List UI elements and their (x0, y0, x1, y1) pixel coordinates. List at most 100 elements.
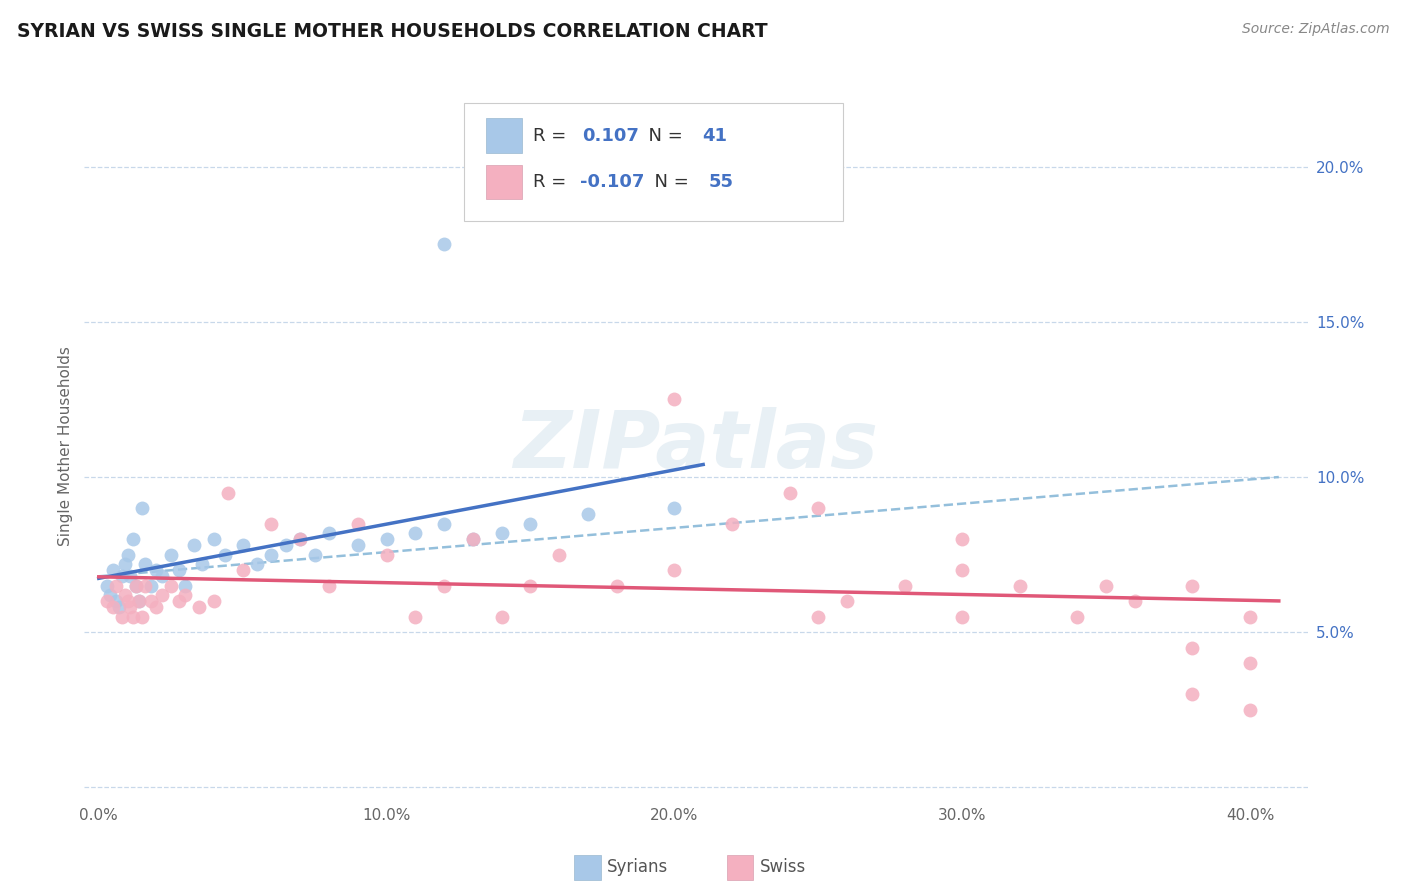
Bar (485, 165, 522, 199)
Point (150, 588, 173, 602)
Point (260, 548, 283, 562)
Point (950, 563, 973, 577)
Point (246, 557, 269, 571)
Bar (727, 855, 754, 880)
Point (950, 532, 973, 546)
Point (134, 579, 156, 593)
Point (404, 525, 426, 540)
Point (169, 594, 191, 608)
Text: Swiss: Swiss (759, 858, 806, 876)
Point (122, 532, 145, 546)
Point (128, 594, 150, 608)
Point (202, 594, 225, 608)
Point (461, 532, 484, 546)
Point (120, 600, 142, 615)
Point (125, 579, 148, 593)
Point (491, 609, 513, 624)
Point (120, 569, 142, 583)
Point (664, 501, 686, 516)
Point (519, 579, 541, 593)
Point (214, 548, 236, 562)
Point (807, 501, 830, 516)
Point (114, 588, 136, 602)
Point (191, 557, 214, 571)
Point (134, 557, 156, 571)
Point (183, 538, 205, 552)
Text: R =: R = (533, 173, 572, 191)
Text: ZIPatlas: ZIPatlas (513, 407, 879, 485)
Point (1181, 687, 1204, 701)
Point (131, 609, 153, 624)
Point (174, 579, 197, 593)
Point (433, 516, 456, 531)
Text: Source: ZipAtlas.com: Source: ZipAtlas.com (1241, 22, 1389, 37)
Point (105, 594, 128, 608)
Text: 55: 55 (709, 173, 733, 191)
Point (1066, 609, 1088, 624)
Point (131, 501, 153, 516)
Point (108, 600, 131, 615)
Point (150, 569, 173, 583)
Text: N =: N = (637, 127, 689, 145)
Point (117, 594, 139, 608)
Text: SYRIAN VS SWISS SINGLE MOTHER HOUSEHOLDS CORRELATION CHART: SYRIAN VS SWISS SINGLE MOTHER HOUSEHOLDS… (17, 22, 768, 41)
FancyBboxPatch shape (464, 103, 842, 221)
Point (1239, 656, 1261, 670)
Point (159, 579, 181, 593)
Point (835, 594, 858, 608)
Point (1239, 609, 1261, 624)
Point (318, 579, 340, 593)
Point (548, 548, 571, 562)
Bar (574, 855, 600, 880)
Point (101, 563, 124, 577)
Text: -0.107: -0.107 (579, 173, 644, 191)
Point (346, 538, 368, 552)
Point (1239, 703, 1261, 717)
Point (375, 532, 398, 546)
Point (346, 516, 368, 531)
Point (98, 588, 121, 602)
Point (664, 563, 686, 577)
Point (318, 525, 340, 540)
Point (274, 538, 297, 552)
Text: R =: R = (533, 127, 572, 145)
Point (664, 392, 686, 407)
Point (290, 532, 312, 546)
Text: 41: 41 (702, 127, 727, 145)
Point (491, 525, 513, 540)
Point (111, 609, 134, 624)
Point (232, 538, 254, 552)
Point (122, 609, 145, 624)
Point (114, 557, 136, 571)
Point (96, 594, 118, 608)
Point (260, 516, 283, 531)
Point (101, 600, 124, 615)
Point (174, 588, 197, 602)
Point (96, 579, 118, 593)
Bar (485, 119, 522, 153)
Point (145, 563, 167, 577)
Point (1008, 579, 1031, 593)
Text: 0.107: 0.107 (582, 127, 640, 145)
Point (169, 563, 191, 577)
Point (950, 609, 973, 624)
Point (721, 516, 744, 531)
Point (290, 532, 312, 546)
Point (1181, 640, 1204, 655)
Point (461, 532, 484, 546)
Point (807, 609, 830, 624)
Y-axis label: Single Mother Households: Single Mother Households (58, 346, 73, 546)
Point (576, 508, 599, 522)
Point (893, 579, 915, 593)
Point (117, 548, 139, 562)
Point (433, 237, 456, 252)
Point (1123, 594, 1146, 608)
Text: N =: N = (644, 173, 695, 191)
Point (145, 600, 167, 615)
Point (232, 563, 254, 577)
Point (105, 579, 128, 593)
Point (1181, 579, 1204, 593)
Point (375, 548, 398, 562)
Point (128, 594, 150, 608)
Point (433, 579, 456, 593)
